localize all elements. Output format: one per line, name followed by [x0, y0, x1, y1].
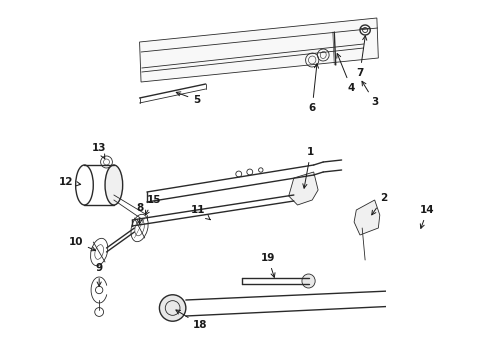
Text: 3: 3 — [362, 81, 378, 107]
Text: 14: 14 — [420, 205, 435, 228]
Polygon shape — [405, 218, 431, 255]
Text: 5: 5 — [176, 92, 200, 105]
Ellipse shape — [105, 165, 122, 205]
Text: 2: 2 — [372, 193, 387, 215]
Polygon shape — [354, 200, 380, 235]
Text: 1: 1 — [303, 147, 315, 188]
Text: 19: 19 — [261, 253, 275, 277]
Polygon shape — [486, 190, 490, 230]
Text: 8: 8 — [136, 203, 143, 224]
Text: 15: 15 — [145, 195, 162, 215]
Text: 9: 9 — [96, 263, 103, 286]
Text: 10: 10 — [69, 237, 96, 251]
Text: 7: 7 — [356, 36, 367, 78]
Ellipse shape — [302, 274, 315, 288]
Text: 12: 12 — [59, 177, 81, 187]
Text: 11: 11 — [191, 205, 210, 220]
Circle shape — [159, 295, 186, 321]
Polygon shape — [289, 172, 318, 205]
Text: 4: 4 — [337, 54, 355, 93]
Text: 13: 13 — [92, 143, 106, 159]
Text: 18: 18 — [176, 310, 208, 330]
Text: 6: 6 — [309, 64, 318, 113]
Polygon shape — [140, 18, 378, 82]
